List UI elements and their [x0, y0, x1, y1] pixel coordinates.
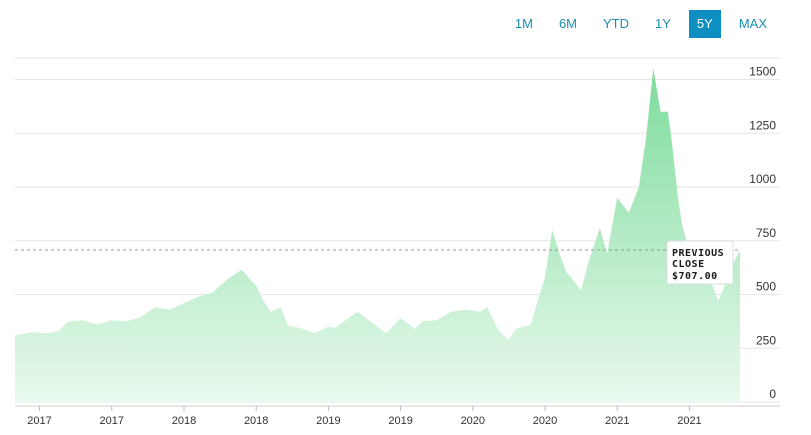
x-tick-label: 2017 [100, 415, 124, 427]
range-button-1y[interactable]: 1Y [655, 16, 671, 31]
range-selector: 1M 6M YTD 1Y 5Y MAX [497, 10, 775, 38]
y-tick-label: 1250 [749, 118, 776, 132]
series-area-path [15, 68, 740, 403]
range-button-5y[interactable]: 5Y [688, 10, 721, 38]
x-tick-label: 2021 [677, 415, 701, 427]
y-tick-label: 500 [756, 280, 776, 294]
y-axis: 0 250 500 750 1000 1250 1500 [749, 65, 776, 402]
x-tick-label: 2021 [605, 415, 629, 427]
range-button-ytd[interactable]: YTD [603, 16, 630, 31]
x-tick-label: 2020 [461, 415, 485, 427]
tooltip-value: $707.00 [672, 271, 718, 282]
series-area [15, 68, 740, 403]
y-tick-label: 1500 [749, 65, 776, 79]
previous-close-tooltip: PREVIOUS CLOSE $707.00 [666, 240, 734, 285]
tooltip-label-line1: PREVIOUS [672, 248, 724, 259]
range-button-max[interactable]: MAX [738, 16, 767, 31]
x-tick-label: 2019 [388, 415, 412, 427]
x-axis: 2017 2017 2018 2018 2019 2019 2020 2020 2021 2021 [15, 405, 780, 427]
x-tick-label: 2019 [316, 415, 340, 427]
y-tick-label: 250 [756, 333, 776, 347]
y-tick-label: 750 [756, 226, 776, 240]
x-tick-label: 2018 [172, 415, 196, 427]
range-button-6m[interactable]: 6M [558, 16, 578, 31]
x-tick-label: 2017 [27, 415, 51, 427]
tooltip-box [666, 240, 734, 285]
tooltip-label-line2: CLOSE [672, 259, 705, 270]
x-tick-label: 2020 [533, 415, 557, 427]
x-tick-label: 2018 [244, 415, 268, 427]
y-tick-label: 1000 [749, 172, 776, 186]
range-button-1m[interactable]: 1M [514, 16, 533, 31]
y-tick-label: 0 [769, 387, 776, 401]
